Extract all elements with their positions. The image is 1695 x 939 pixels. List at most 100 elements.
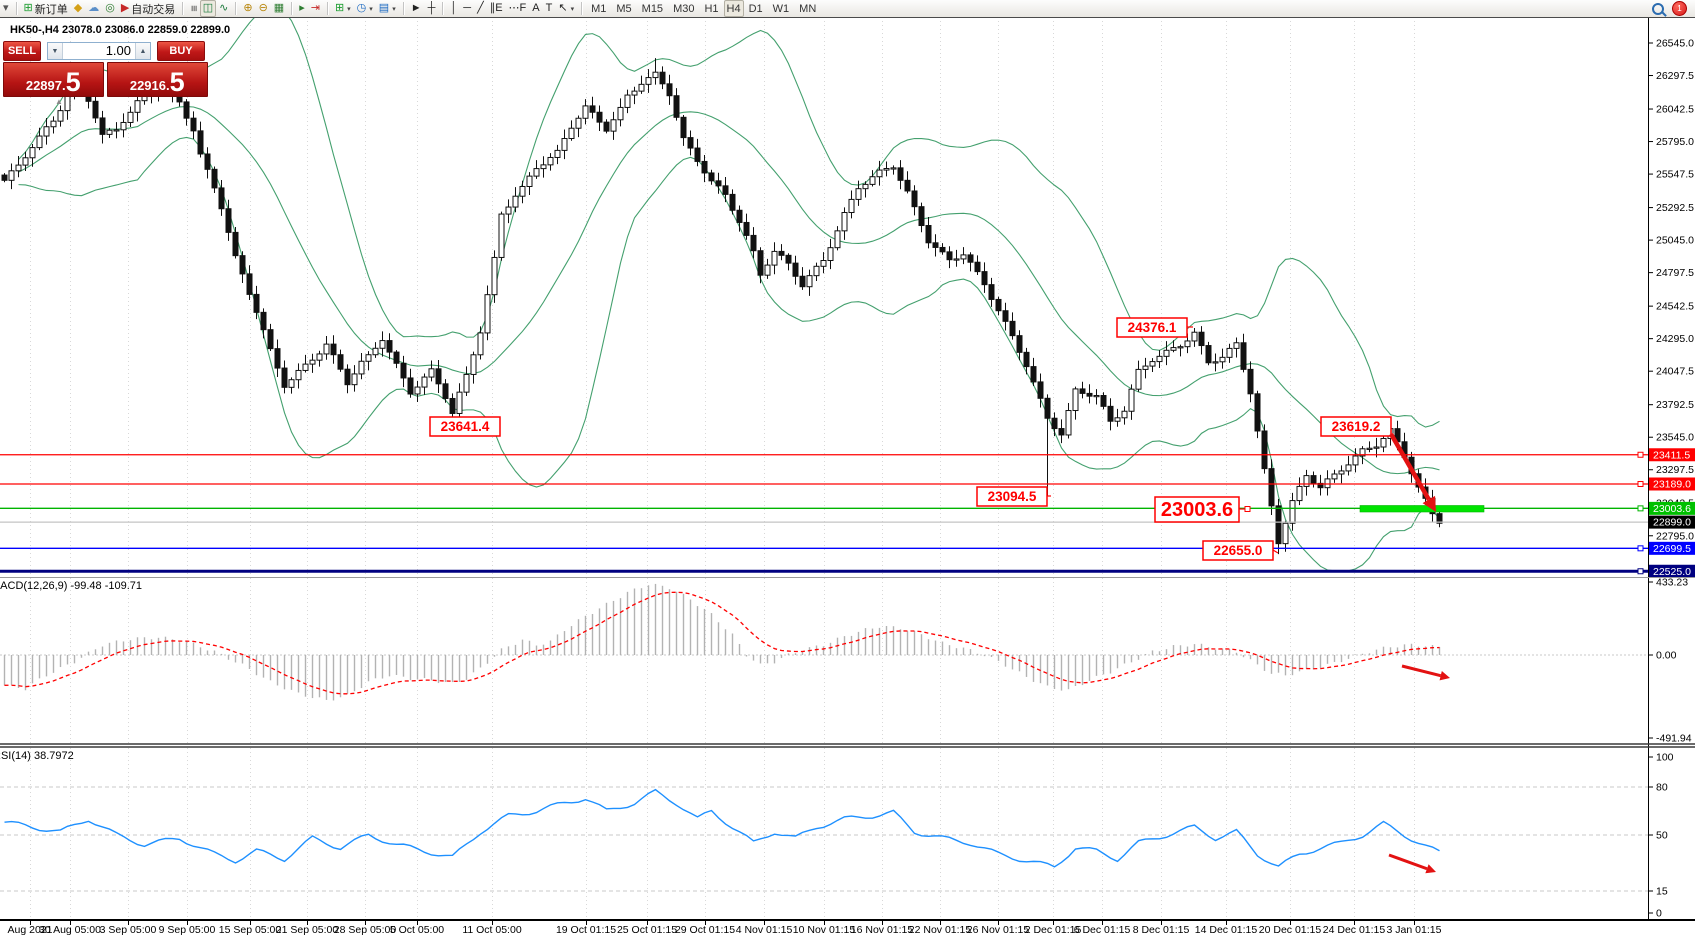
collapse-trade-panel-icon[interactable]: ▲ [55, 97, 63, 106]
auto-scroll-icon: ▸ [299, 2, 305, 14]
time-tick-label: 3 Jan 01:15 [1387, 924, 1442, 936]
zoom-out-icon[interactable]: ⊖ [256, 1, 271, 16]
dropdown-caret-icon[interactable]: ▾ [369, 5, 373, 13]
notification-icon[interactable]: 1 [1672, 1, 1687, 16]
new-order-button: ⊞ [23, 2, 33, 14]
template-icon[interactable]: ▤ ▾ [376, 1, 399, 16]
price-badge-label: 23411.5 [1653, 449, 1690, 461]
add-indicator-icon[interactable]: ⊞ ▾ [332, 1, 354, 16]
timeframe-w1[interactable]: W1 [772, 2, 790, 15]
signal-icon[interactable]: ◎ [102, 1, 118, 16]
dropdown-caret-icon[interactable]: ▾ [347, 5, 351, 13]
chart-window-menu[interactable]: ▾ [0, 1, 12, 16]
timeframe-mn[interactable]: MN [799, 2, 817, 15]
annotation-box [1154, 496, 1240, 523]
bar-chart-icon[interactable]: ≡ [187, 1, 201, 16]
candlestick-chart-icon[interactable]: ◫ [199, 0, 217, 17]
bar-chart-icon: ≡ [188, 5, 201, 12]
horizontal-line-icon[interactable]: ─ [460, 1, 474, 16]
bollinger-middle-band [18, 105, 1440, 475]
volume-increase-button[interactable]: ▲ [135, 43, 150, 59]
cloud-sync-icon[interactable]: ☁ [85, 1, 102, 16]
search-icon[interactable] [1652, 2, 1664, 15]
auto-scroll-icon[interactable]: ▸ [296, 1, 308, 16]
price-badge [1649, 515, 1695, 529]
red-arrow [1388, 853, 1428, 871]
trend-arrows [1388, 432, 1450, 874]
line-end-marker [1637, 505, 1644, 512]
dropdown-caret-icon[interactable]: ▾ [570, 5, 575, 13]
autotrading-button[interactable]: ▶ 自动交易 [118, 1, 178, 16]
macd-axis-label: 0.00 [1656, 650, 1677, 662]
trendline-icon[interactable]: ╱ [474, 1, 487, 16]
timeframe-m15[interactable]: M15 [641, 2, 664, 15]
cursor-icon: ► [410, 2, 422, 14]
annotation-callout [1272, 549, 1279, 554]
green-trend-segment [1359, 505, 1485, 513]
vertical-line-icon[interactable]: │ [447, 1, 460, 16]
text-label-icon[interactable]: T [543, 1, 556, 16]
annotation-text: 23619.2 [1332, 419, 1381, 434]
macd-axis-label: -491.94 [1656, 733, 1692, 745]
timeframe-m1[interactable]: M1 [591, 2, 607, 15]
annotation-box [429, 416, 501, 437]
time-tick-label: 19 Oct 01:15 [556, 924, 616, 936]
autotrading-button: ▶ [120, 2, 130, 14]
crosshair-icon[interactable]: ┼ [425, 1, 439, 16]
time-tick-label: Aug 2021 [8, 924, 53, 936]
annotation-text: 23094.5 [988, 489, 1037, 504]
timeframe-h1[interactable]: H1 [704, 2, 719, 15]
template-icon: ▤ [378, 2, 390, 14]
line-end-marker [1637, 451, 1644, 458]
price-badge-label: 23003.6 [1653, 503, 1691, 515]
line-chart-icon[interactable]: ∿ [216, 1, 231, 16]
price-badge [1649, 564, 1695, 578]
toolbar-separator [235, 2, 237, 15]
text-tool-icon[interactable]: A [529, 1, 542, 16]
arrows-tool-icon[interactable]: ↖ ▾ [555, 1, 577, 16]
price-badge-label: 23189.0 [1653, 478, 1691, 490]
one-click-trade-panel: SELL ▼ 1.00 ▲ BUY 22897. 5 22916. 5 [3, 41, 208, 97]
candlestick-chart-icon: ◫ [202, 2, 214, 14]
volume-input[interactable]: 1.00 [105, 43, 131, 58]
timeframe-m30[interactable]: M30 [673, 2, 695, 15]
sell-price-big: 5 [65, 67, 81, 97]
text-tool-icon: A [532, 2, 540, 14]
toolbar-separator [581, 2, 583, 15]
zoom-in-icon[interactable]: ⊕ [240, 1, 255, 16]
buy-button[interactable]: BUY [157, 41, 205, 61]
cursor-icon[interactable]: ► [408, 1, 425, 16]
sell-button[interactable]: SELL [3, 41, 41, 61]
buy-price-button[interactable]: 22916. 5 [106, 62, 208, 97]
crosshair-icon: ┼ [427, 2, 436, 14]
price-tick-label: 23792.5 [1656, 399, 1694, 411]
sell-price-small: 22897. [25, 78, 66, 93]
market-watch-icon[interactable]: ◆ [71, 1, 85, 16]
annotation-text: 22655.0 [1214, 543, 1263, 558]
dropdown-caret-icon[interactable]: ▾ [392, 5, 396, 13]
timeframe-h4[interactable]: H4 [723, 0, 744, 17]
time-tick-label: 3 Sep 05:00 [100, 924, 157, 936]
time-tick-label: 24 Dec 01:15 [1323, 924, 1386, 936]
price-tick-label: 26042.5 [1656, 104, 1694, 116]
period-selector-icon[interactable]: ◷ ▾ [354, 1, 376, 16]
fibonacci-icon[interactable]: ⋯F [506, 1, 530, 16]
new-order-button[interactable]: ⊞ 新订单 [21, 1, 71, 16]
sell-price-button[interactable]: 22897. 5 [3, 62, 104, 97]
timeframe-d1[interactable]: D1 [748, 2, 763, 15]
vertical-line-icon: │ [450, 2, 458, 14]
zoom-out-icon: ⊖ [258, 2, 268, 14]
tile-windows-icon[interactable]: ▦ [271, 1, 287, 16]
volume-decrease-button[interactable]: ▼ [48, 43, 63, 59]
timeframe-m5[interactable]: M5 [616, 2, 632, 15]
chart-shift-icon[interactable]: ⇥ [308, 1, 323, 16]
text-label-icon: T [545, 2, 553, 14]
annotation-box [1202, 540, 1274, 561]
price-badge-label: 22699.5 [1653, 543, 1691, 555]
equidistant-channel-icon[interactable]: ∥E [487, 1, 506, 16]
autotrading-button-label: 自动交易 [131, 3, 176, 16]
price-tick-label: 22795.0 [1656, 530, 1694, 542]
time-tick-label: 28 Sep 05:00 [334, 924, 397, 936]
rsi-axis-label: 100 [1656, 752, 1674, 764]
